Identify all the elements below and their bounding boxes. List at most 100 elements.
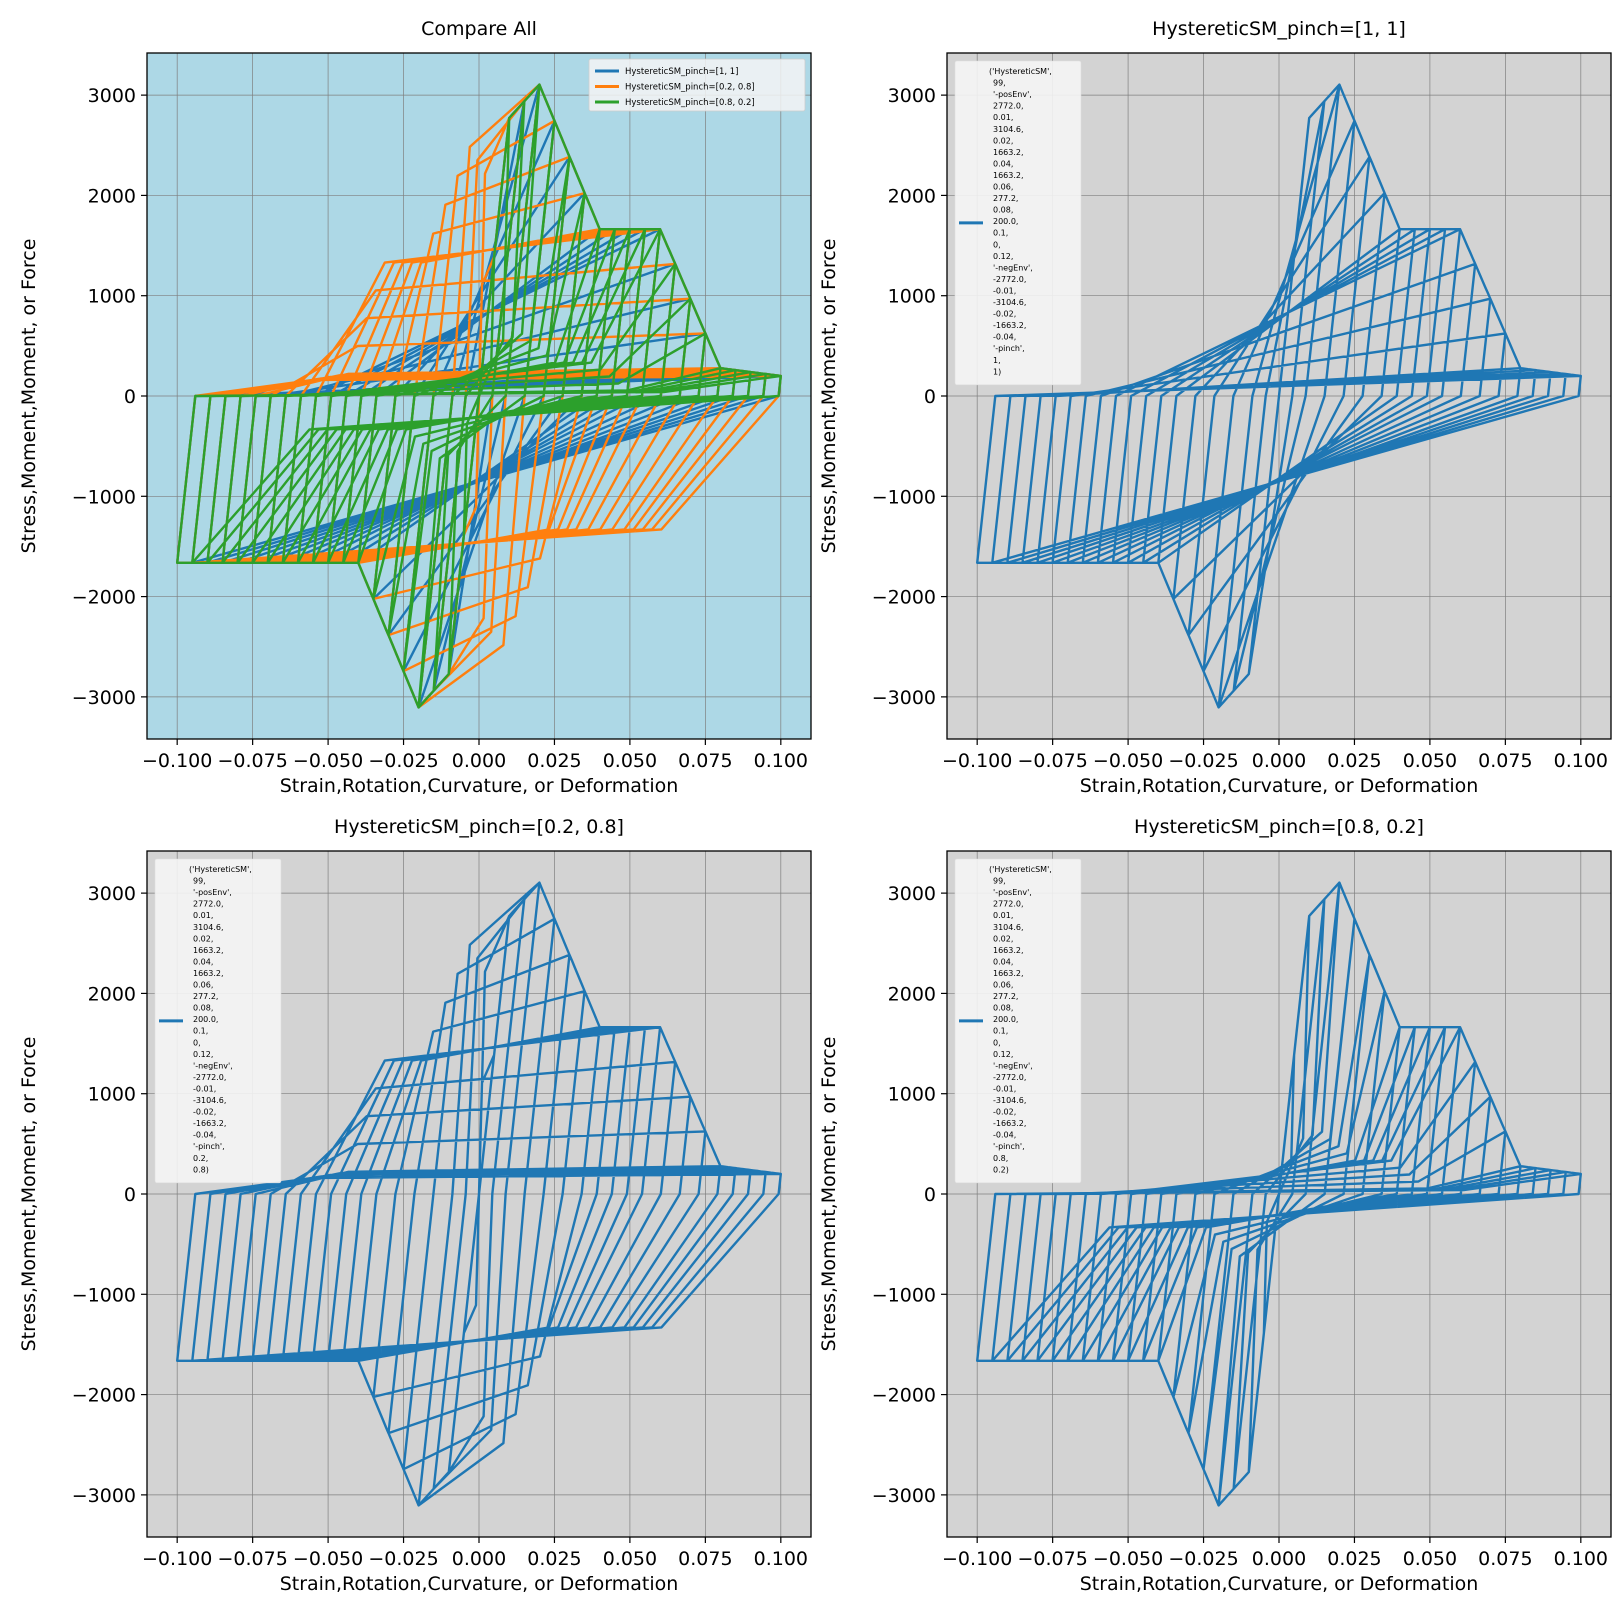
legend-line: 0.08, xyxy=(993,1004,1013,1013)
legend-line: 0.8, xyxy=(993,1154,1008,1163)
legend-box xyxy=(154,858,282,1184)
legend-line: 0.01, xyxy=(993,113,1013,122)
x-tick-label: 0.050 xyxy=(1403,750,1457,772)
legend-line: -0.01, xyxy=(993,1084,1016,1093)
legend-line: -0.02, xyxy=(993,1108,1016,1117)
x-tick-label: 0.025 xyxy=(527,750,581,772)
y-tick-label: 1000 xyxy=(88,286,136,308)
legend-line: 0.04, xyxy=(193,957,213,966)
legend-line: '-pinch', xyxy=(993,1142,1025,1151)
legend-line: 200.0, xyxy=(193,1015,218,1024)
x-tick-label: −0.100 xyxy=(942,1548,1012,1570)
legend-line: -3104.6, xyxy=(993,1096,1026,1105)
y-tick-label: 3000 xyxy=(88,883,136,905)
y-tick-label: −2000 xyxy=(872,1385,936,1407)
x-tick-label: −0.050 xyxy=(1093,750,1163,772)
legend-line: '-pinch', xyxy=(193,1142,225,1151)
x-tick-label: 0.075 xyxy=(1478,750,1532,772)
legend-line: 0.01, xyxy=(993,911,1013,920)
y-tick-label: 1000 xyxy=(88,1084,136,1106)
x-tick-label: 0.025 xyxy=(1327,750,1381,772)
y-axis-label: Stress,Moment,Moment, or Force xyxy=(818,239,840,554)
legend-label-2: HystereticSM_pinch=[0.8, 0.2] xyxy=(625,98,755,108)
legend-line: 2772.0, xyxy=(993,102,1024,111)
y-tick-label: 0 xyxy=(924,1184,936,1206)
legend-line: -3104.6, xyxy=(193,1096,226,1105)
legend-line: '-negEnv', xyxy=(993,263,1033,272)
chart-title: HystereticSM_pinch=[0.8, 0.2] xyxy=(1134,816,1424,838)
series-line-2 xyxy=(176,83,782,709)
legend-line: -0.04, xyxy=(993,1131,1016,1140)
chart-title: HystereticSM_pinch=[0.2, 0.8] xyxy=(334,816,624,838)
y-tick-label: 0 xyxy=(924,386,936,408)
x-tick-label: 0.000 xyxy=(1252,750,1306,772)
legend-line: '-posEnv', xyxy=(993,90,1032,99)
legend-line: 0.06, xyxy=(993,183,1013,192)
legend-line: -0.01, xyxy=(993,286,1016,295)
y-tick-label: 2000 xyxy=(888,983,936,1005)
x-tick-label: −0.025 xyxy=(1168,1548,1238,1570)
y-tick-label: −1000 xyxy=(72,1284,136,1306)
x-tick-label: 0.100 xyxy=(1554,1548,1608,1570)
x-tick-label: −0.100 xyxy=(142,750,212,772)
legend-line: 0.01, xyxy=(193,911,213,920)
x-tick-label: −0.100 xyxy=(942,750,1012,772)
legend-line: 0.06, xyxy=(193,981,213,990)
x-tick-label: 0.075 xyxy=(1478,1548,1532,1570)
y-tick-label: −1000 xyxy=(872,1284,936,1306)
x-tick-label: 0.100 xyxy=(754,750,808,772)
chart-panel-2: −0.100 −0.075 −0.050 −0.025 0.000 0.025 0.050 0… xyxy=(18,816,812,1595)
legend-line: 200.0, xyxy=(993,217,1018,226)
series-line-0 xyxy=(976,83,1582,709)
y-tick-label: 2000 xyxy=(88,983,136,1005)
x-tick-label: 0.050 xyxy=(603,750,657,772)
legend-line: 277.2, xyxy=(993,194,1018,203)
legend-line: 0.1, xyxy=(993,229,1008,238)
x-tick-label: 0.100 xyxy=(754,1548,808,1570)
y-tick-label: −3000 xyxy=(872,1485,936,1507)
legend-line: 3104.6, xyxy=(193,923,224,932)
x-tick-label: 0.000 xyxy=(452,1548,506,1570)
x-tick-label: −0.075 xyxy=(217,1548,287,1570)
legend-line: 0.1, xyxy=(193,1027,208,1036)
legend-line: -0.04, xyxy=(193,1131,216,1140)
y-tick-label: 2000 xyxy=(888,185,936,207)
legend-line: 99, xyxy=(993,877,1006,886)
legend-line: 0.12, xyxy=(993,252,1013,261)
x-tick-label: −0.100 xyxy=(142,1548,212,1570)
legend-line: 1663.2, xyxy=(193,946,224,955)
legend-line: -2772.0, xyxy=(993,1073,1026,1082)
legend-box xyxy=(954,60,1082,386)
legend-line: -1663.2, xyxy=(993,1119,1026,1128)
series-group xyxy=(976,881,1582,1507)
series-group xyxy=(176,83,782,709)
x-tick-label: −0.075 xyxy=(1017,750,1087,772)
legend-line: 277.2, xyxy=(193,992,218,1001)
legend-line: 0.06, xyxy=(993,981,1013,990)
series-group xyxy=(976,83,1582,709)
x-axis-label: Strain,Rotation,Curvature, or Deformatio… xyxy=(1080,1573,1479,1595)
legend-line: 277.2, xyxy=(993,992,1018,1001)
x-tick-label: −0.025 xyxy=(368,750,438,772)
y-tick-label: −2000 xyxy=(72,587,136,609)
legend-line: '-pinch', xyxy=(993,344,1025,353)
legend-line: 1663.2, xyxy=(993,148,1024,157)
legend-line: ('HystereticSM', xyxy=(989,865,1052,874)
x-axis-label: Strain,Rotation,Curvature, or Deformatio… xyxy=(280,775,679,797)
legend-line: 3104.6, xyxy=(993,923,1024,932)
x-tick-label: 0.050 xyxy=(1403,1548,1457,1570)
series-group xyxy=(176,881,782,1507)
y-tick-label: 1000 xyxy=(888,1084,936,1106)
y-axis-label: Stress,Moment,Moment, or Force xyxy=(18,1037,40,1352)
series-line-0 xyxy=(176,881,782,1507)
x-tick-label: 0.000 xyxy=(452,750,506,772)
y-tick-label: 1000 xyxy=(888,286,936,308)
x-tick-label: −0.050 xyxy=(293,1548,363,1570)
legend-line: 1663.2, xyxy=(993,969,1024,978)
chart-panel-0: −0.100 −0.075 −0.050 −0.025 0.000 0.025 0.050 0… xyxy=(18,18,812,797)
legend-line: '-posEnv', xyxy=(193,888,232,897)
chart-title: HystereticSM_pinch=[1, 1] xyxy=(1152,18,1406,40)
legend-line: 0.12, xyxy=(993,1050,1013,1059)
y-tick-label: 3000 xyxy=(888,85,936,107)
legend-line: -2772.0, xyxy=(193,1073,226,1082)
